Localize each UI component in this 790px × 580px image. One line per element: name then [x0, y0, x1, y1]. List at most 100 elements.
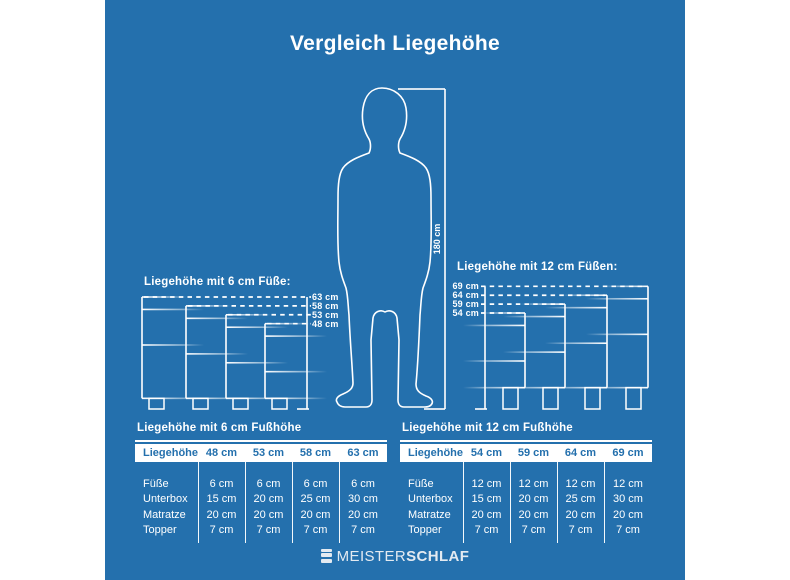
bed-outline: [141, 296, 311, 410]
table-cell: 25 cm: [565, 493, 596, 506]
column-divider: [292, 462, 294, 543]
table-cell: 20 cm: [565, 508, 596, 521]
table-cell: 20 cm: [300, 508, 331, 521]
table-header-cell: 64 cm: [564, 447, 597, 459]
row-label: Topper: [408, 524, 442, 537]
table-header-cell: 59 cm: [517, 447, 550, 459]
table-cell: 15 cm: [206, 493, 237, 506]
bed-outline: [225, 313, 311, 410]
column-divider: [510, 462, 512, 543]
table-cell: 20 cm: [518, 493, 549, 506]
table-title: Liegehöhe mit 12 cm Fußhöhe: [402, 422, 573, 434]
table-cell: 12 cm: [518, 477, 549, 490]
section-label-12cm: Liegehöhe mit 12 cm Füßen:: [457, 261, 618, 273]
table-row: Matratze 20 cm 20 cm 20 cm 20 cm: [135, 507, 387, 523]
table-top-rule: [135, 440, 387, 442]
height-label-right-59: 59 cm: [452, 299, 479, 309]
bed-outline: [481, 285, 649, 410]
row-label: Füße: [408, 477, 434, 490]
table-cell: 6 cm: [256, 477, 281, 490]
column-divider: [604, 462, 606, 543]
table-cell: 20 cm: [348, 508, 378, 521]
height-label-left-53: 53 cm: [312, 310, 339, 320]
column-divider: [463, 462, 465, 543]
logo-text: MEISTERSCHLAF: [336, 547, 470, 565]
mattress-stack-icon: [320, 549, 332, 563]
bed-group-6cm: [141, 296, 327, 410]
section-label-6cm: Liegehöhe mit 6 cm Füße:: [144, 276, 291, 288]
table-cell: 7 cm: [568, 524, 593, 537]
table-cell: 7 cm: [351, 524, 375, 537]
height-label-left-58: 58 cm: [312, 301, 339, 311]
table-header-cell: 48 cm: [205, 447, 238, 459]
table-row: Matratze 20 cm 20 cm 20 cm 20 cm: [400, 507, 652, 523]
table-cell: 12 cm: [613, 477, 643, 490]
bed-outline: [481, 294, 608, 410]
table-cell: 7 cm: [209, 524, 234, 537]
table-header-cell: 63 cm: [347, 447, 379, 459]
person-silhouette: [335, 87, 434, 408]
row-label: Matratze: [143, 508, 186, 521]
table-header-row: Liegehöhe 54 cm 59 cm 64 cm 69 cm: [400, 444, 652, 462]
page-title: Vergleich Liegehöhe: [290, 32, 500, 55]
table-header-cell: Liegehöhe: [143, 447, 199, 459]
table-body: Füße 12 cm 12 cm 12 cm 12 cm Unterbox 15 cm 20 …: [400, 462, 652, 543]
column-divider: [557, 462, 559, 543]
table-6cm: Liegehöhe mit 6 cm Fußhöhe Liegehöhe 48 cm…: [135, 422, 387, 543]
table-row: Unterbox 15 cm 20 cm 25 cm 30 cm: [400, 492, 652, 508]
table-cell: 7 cm: [303, 524, 328, 537]
table-header-cell: 58 cm: [299, 447, 332, 459]
column-divider: [245, 462, 247, 543]
table-cell: 6 cm: [303, 477, 328, 490]
person-height-label: 180 cm: [432, 223, 442, 255]
table-header-cell: 53 cm: [252, 447, 285, 459]
row-label: Unterbox: [143, 493, 188, 506]
table-cell: 20 cm: [471, 508, 502, 521]
height-label-left-63: 63 cm: [312, 292, 339, 302]
table-header-cell: 54 cm: [470, 447, 503, 459]
table-cell: 20 cm: [206, 508, 237, 521]
table-row: Unterbox 15 cm 20 cm 25 cm 30 cm: [135, 492, 387, 508]
height-label-right-54: 54 cm: [452, 308, 479, 318]
bed-outline: [264, 322, 327, 410]
row-label: Unterbox: [408, 493, 453, 506]
table-cell: 7 cm: [474, 524, 499, 537]
bed-group-12cm: [463, 285, 649, 410]
table-header-cell: Liegehöhe: [408, 447, 464, 459]
table-cell: 7 cm: [256, 524, 281, 537]
brand-logo: MEISTERSCHLAF: [105, 545, 685, 567]
table-row: Topper 7 cm 7 cm 7 cm 7 cm: [135, 523, 387, 539]
row-label: Matratze: [408, 508, 451, 521]
table-title: Liegehöhe mit 6 cm Fußhöhe: [137, 422, 302, 434]
bed-outline: [481, 303, 566, 410]
table-row: Füße 12 cm 12 cm 12 cm 12 cm: [400, 476, 652, 492]
table-row: Füße 6 cm 6 cm 6 cm 6 cm: [135, 476, 387, 492]
blue-artboard: [105, 0, 685, 580]
table-row: Topper 7 cm 7 cm 7 cm 7 cm: [400, 523, 652, 539]
table-cell: 30 cm: [348, 493, 378, 506]
height-label-left-48: 48 cm: [312, 319, 339, 329]
table-cell: 20 cm: [613, 508, 643, 521]
table-cell: 15 cm: [471, 493, 502, 506]
table-cell: 20 cm: [518, 508, 549, 521]
row-label: Topper: [143, 524, 177, 537]
row-label: Füße: [143, 477, 169, 490]
table-cell: 7 cm: [616, 524, 640, 537]
table-cell: 25 cm: [300, 493, 331, 506]
table-cell: 20 cm: [253, 508, 284, 521]
bed-outline: [185, 305, 311, 410]
table-cell: 12 cm: [565, 477, 596, 490]
table-cell: 30 cm: [613, 493, 643, 506]
bed-outline: [463, 312, 526, 410]
column-divider: [198, 462, 200, 543]
table-top-rule: [400, 440, 652, 442]
column-divider: [339, 462, 341, 543]
table-cell: 7 cm: [521, 524, 546, 537]
table-cell: 6 cm: [351, 477, 375, 490]
person-measure-line: [398, 88, 446, 410]
table-cell: 6 cm: [209, 477, 234, 490]
table-body: Füße 6 cm 6 cm 6 cm 6 cm Unterbox 15 cm 20 cm 25…: [135, 462, 387, 543]
table-header-row: Liegehöhe 48 cm 53 cm 58 cm 63 cm: [135, 444, 387, 462]
table-cell: 20 cm: [253, 493, 284, 506]
